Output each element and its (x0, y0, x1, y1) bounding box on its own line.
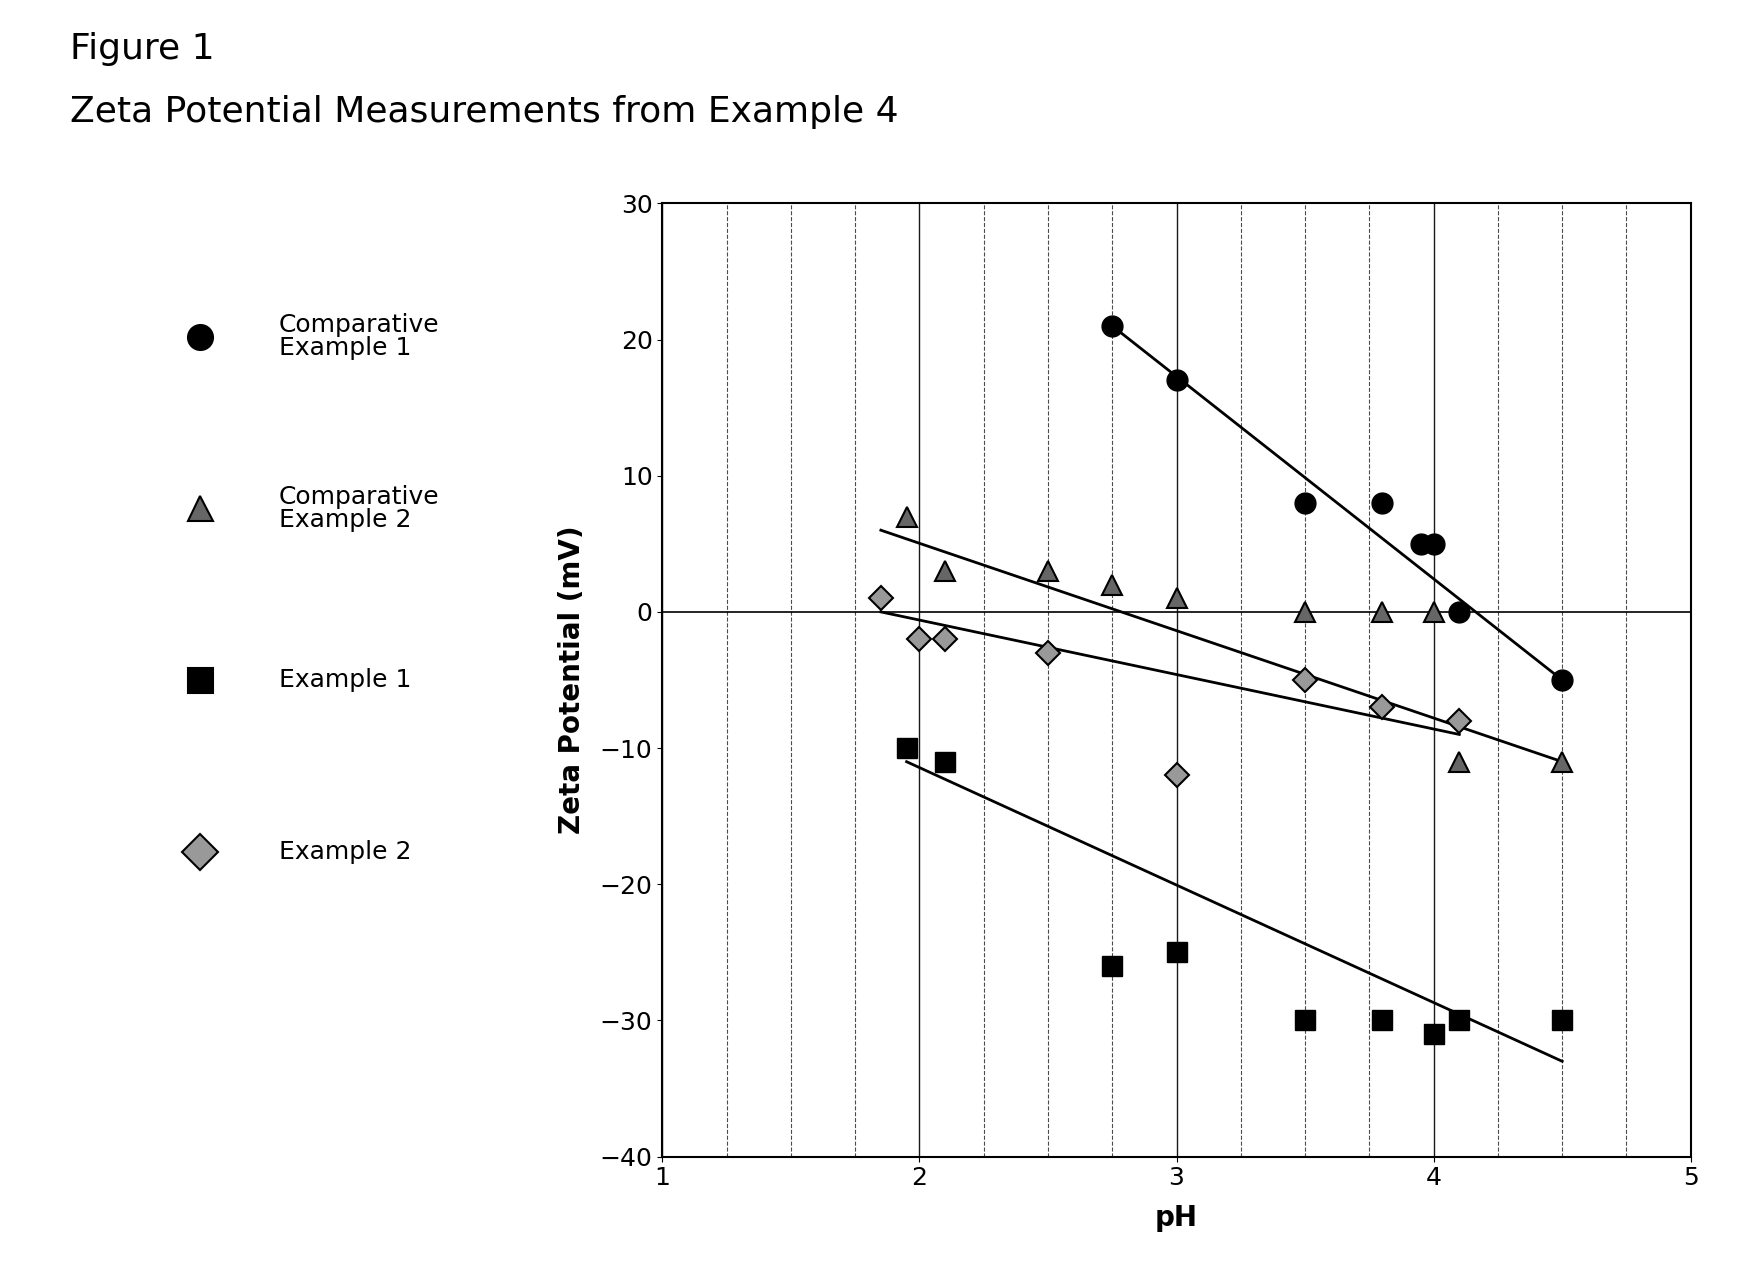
Y-axis label: Zeta Potential (mV): Zeta Potential (mV) (558, 526, 586, 834)
Text: Zeta Potential Measurements from Example 4: Zeta Potential Measurements from Example… (70, 95, 898, 130)
Text: Figure 1: Figure 1 (70, 32, 214, 66)
X-axis label: pH: pH (1156, 1204, 1197, 1232)
Text: Example 1: Example 1 (279, 337, 411, 360)
Text: Example 2: Example 2 (279, 840, 411, 863)
Text: Comparative: Comparative (279, 314, 439, 337)
Text: Example 1: Example 1 (279, 669, 411, 691)
Text: Comparative: Comparative (279, 486, 439, 508)
Text: Example 2: Example 2 (279, 508, 411, 531)
